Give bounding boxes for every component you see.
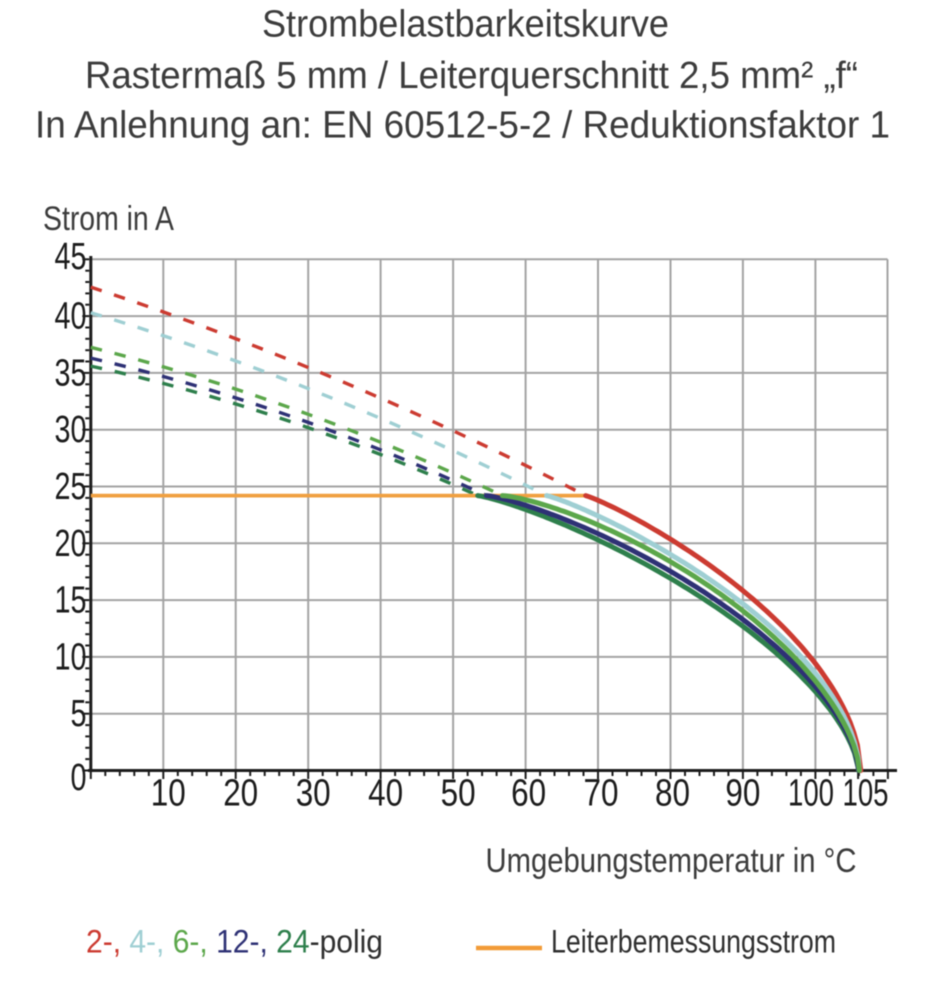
svg-text:30: 30 (55, 409, 87, 451)
svg-text:60: 60 (511, 773, 546, 815)
svg-text:15: 15 (55, 580, 87, 622)
svg-text:Strom in A: Strom in A (43, 200, 174, 238)
svg-text:25: 25 (55, 466, 87, 508)
svg-text:Strombelastbarkeitskurve: Strombelastbarkeitskurve (262, 4, 669, 46)
svg-text:Umgebungstemperatur in °C: Umgebungstemperatur in °C (486, 842, 857, 880)
svg-text:50: 50 (441, 773, 476, 815)
svg-text:Rastermaß 5 mm / Leiterquersch: Rastermaß 5 mm / Leiterquerschnitt 2,5 m… (85, 55, 858, 97)
svg-text:40: 40 (55, 296, 87, 338)
svg-text:100: 100 (788, 773, 834, 815)
svg-text:90: 90 (725, 773, 760, 815)
svg-text:20: 20 (55, 523, 87, 565)
svg-text:35: 35 (55, 352, 87, 394)
svg-text:70: 70 (584, 773, 619, 815)
svg-text:105: 105 (843, 773, 889, 815)
svg-text:30: 30 (296, 773, 331, 815)
svg-text:45: 45 (55, 236, 87, 278)
svg-text:10: 10 (151, 773, 186, 815)
svg-text:0: 0 (71, 757, 87, 799)
svg-text:80: 80 (655, 773, 690, 815)
svg-text:40: 40 (368, 773, 403, 815)
svg-text:Leiterbemessungsstrom: Leiterbemessungsstrom (551, 924, 836, 960)
svg-text:5: 5 (71, 693, 87, 735)
svg-text:2-, 4-, 6-, 12-, 24-polig: 2-, 4-, 6-, 12-, 24-polig (86, 924, 383, 960)
svg-text:In Anlehnung an: EN 60512-5-2: In Anlehnung an: EN 60512-5-2 / Reduktio… (35, 105, 890, 147)
svg-text:10: 10 (55, 636, 87, 678)
svg-text:20: 20 (223, 773, 258, 815)
